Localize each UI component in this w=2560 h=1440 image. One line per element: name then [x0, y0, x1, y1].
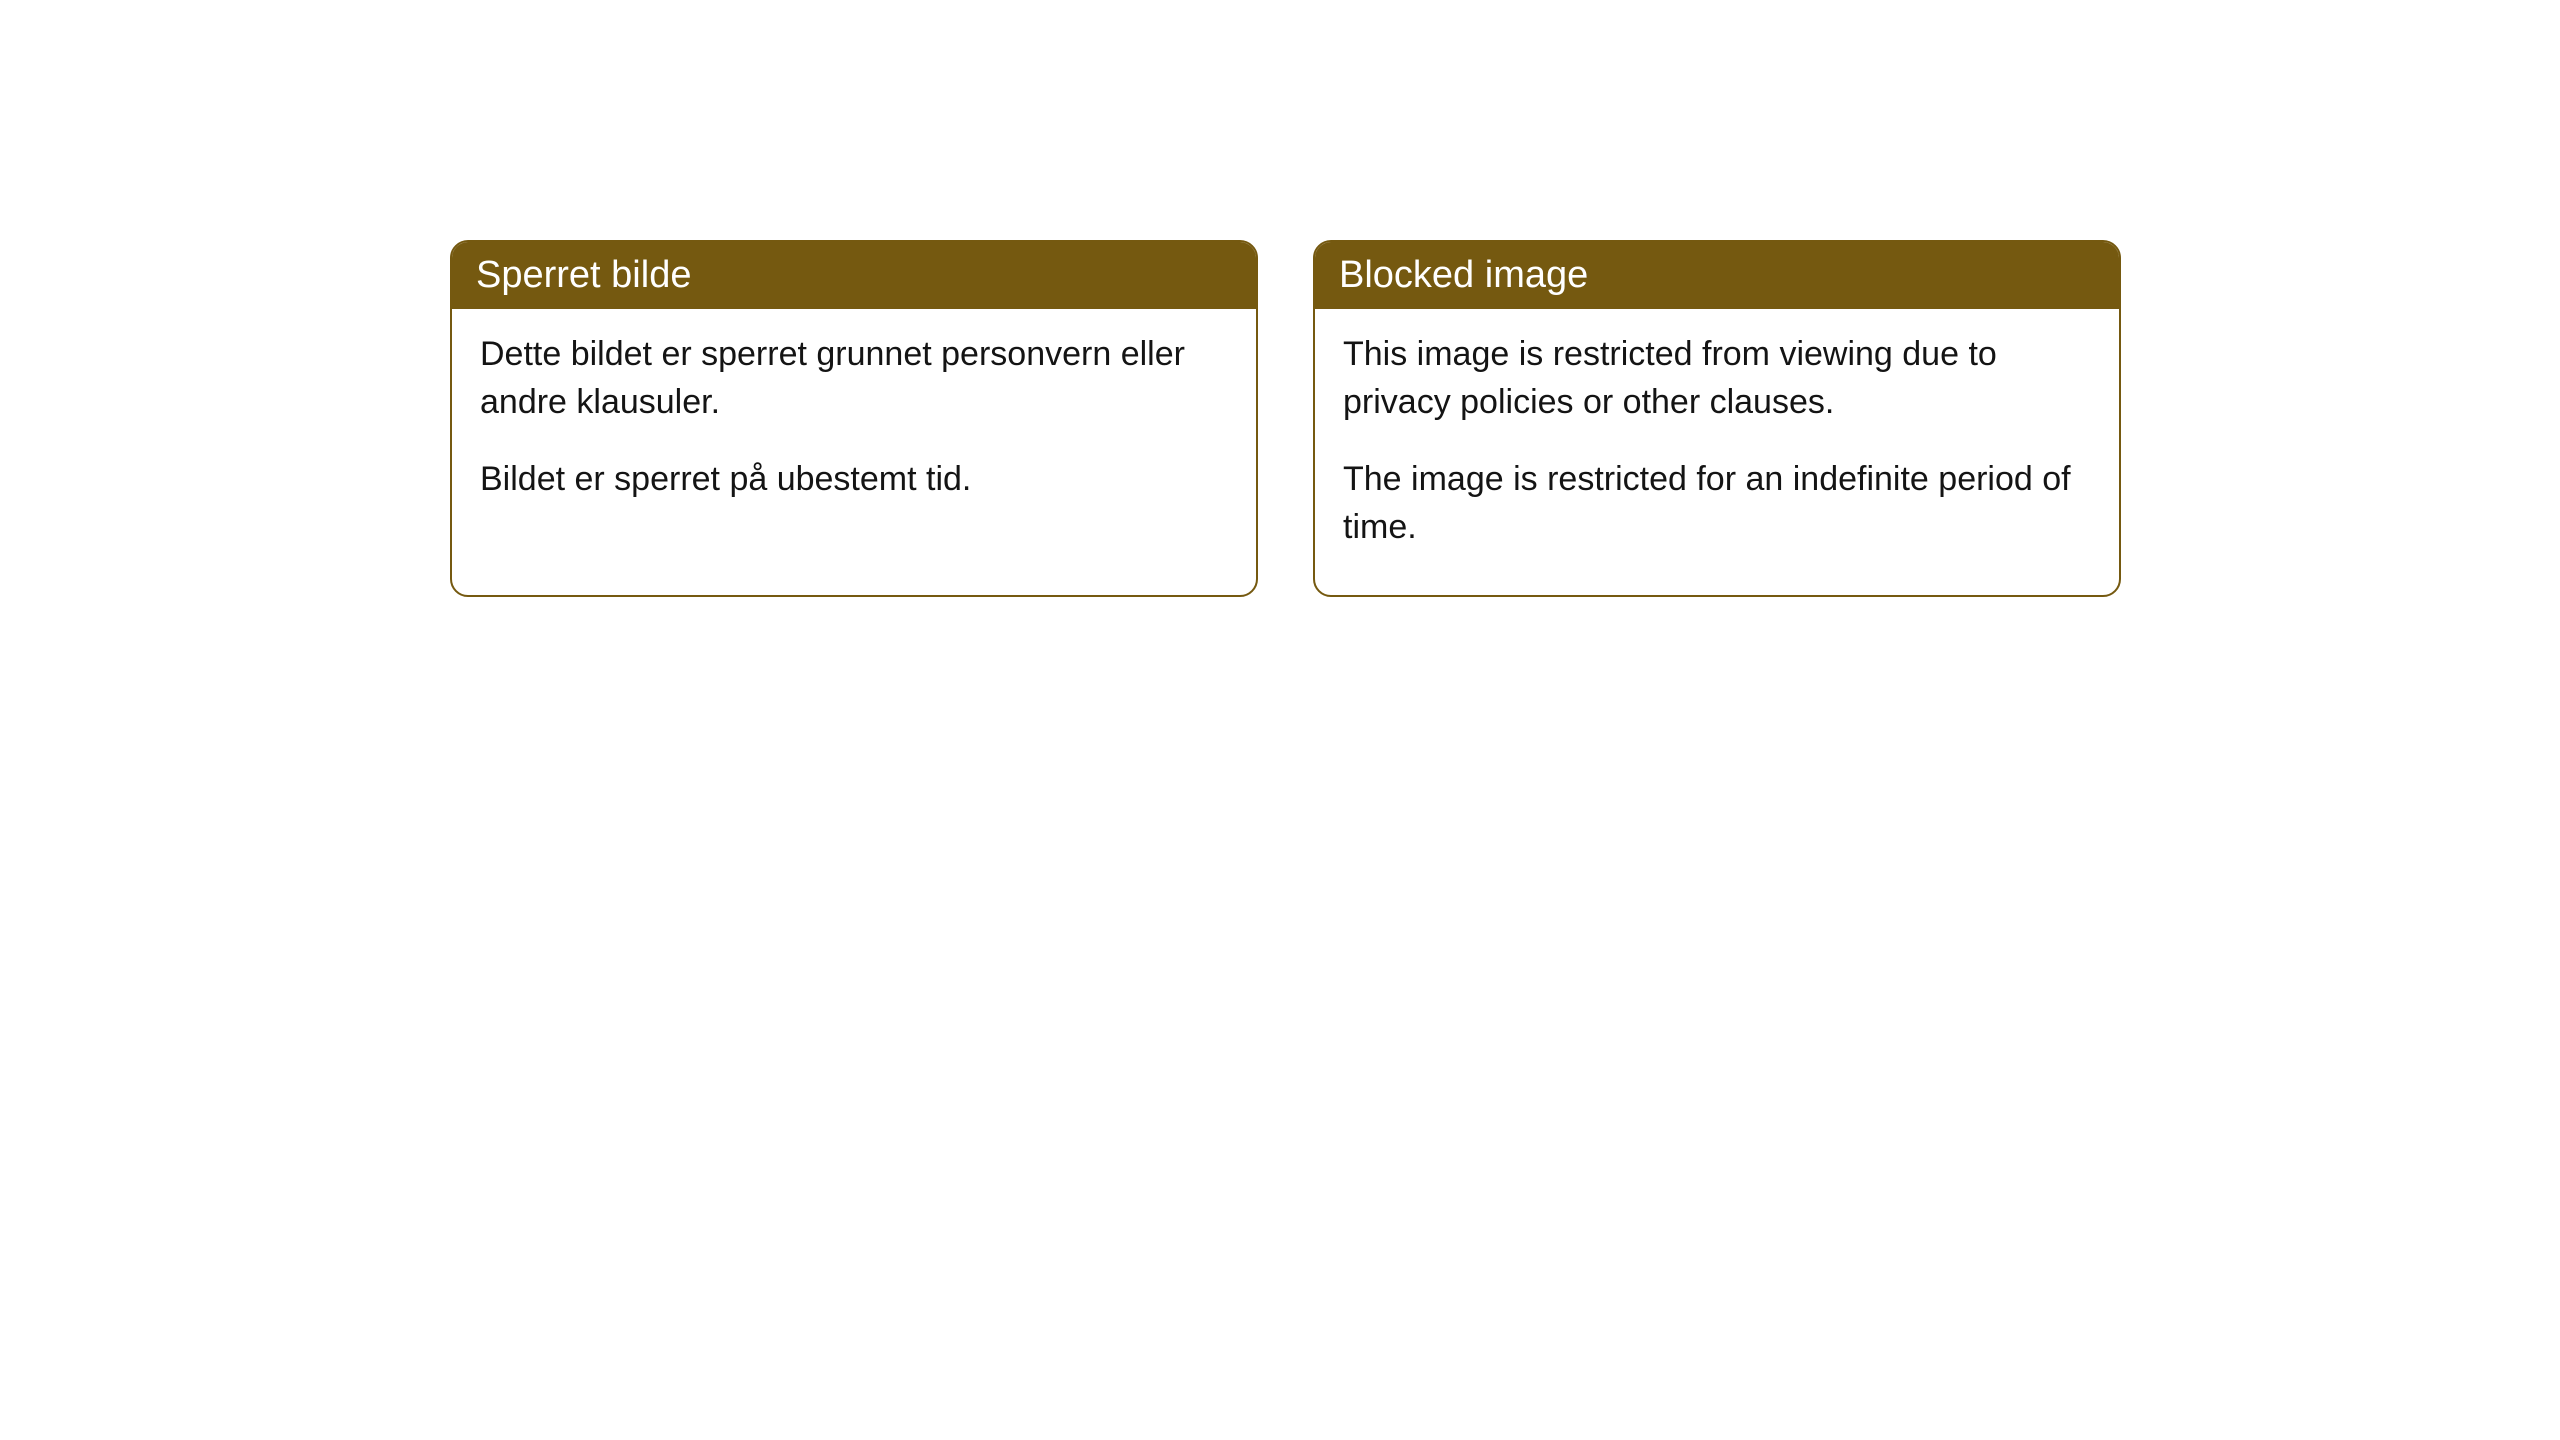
blocked-image-card-norwegian: Sperret bilde Dette bildet er sperret gr…	[450, 240, 1258, 597]
card-title: Sperret bilde	[476, 254, 691, 296]
card-body-norwegian: Dette bildet er sperret grunnet personve…	[452, 309, 1256, 548]
card-body-english: This image is restricted from viewing du…	[1315, 309, 2119, 595]
card-header-norwegian: Sperret bilde	[452, 242, 1256, 309]
notice-text: The image is restricted for an indefinit…	[1343, 456, 2091, 551]
blocked-image-card-english: Blocked image This image is restricted f…	[1313, 240, 2121, 597]
notice-text: Dette bildet er sperret grunnet personve…	[480, 331, 1228, 426]
notice-text: Bildet er sperret på ubestemt tid.	[480, 456, 1228, 504]
notice-text: This image is restricted from viewing du…	[1343, 331, 2091, 426]
card-title: Blocked image	[1339, 254, 1588, 296]
card-header-english: Blocked image	[1315, 242, 2119, 309]
notice-cards-container: Sperret bilde Dette bildet er sperret gr…	[450, 240, 2121, 597]
